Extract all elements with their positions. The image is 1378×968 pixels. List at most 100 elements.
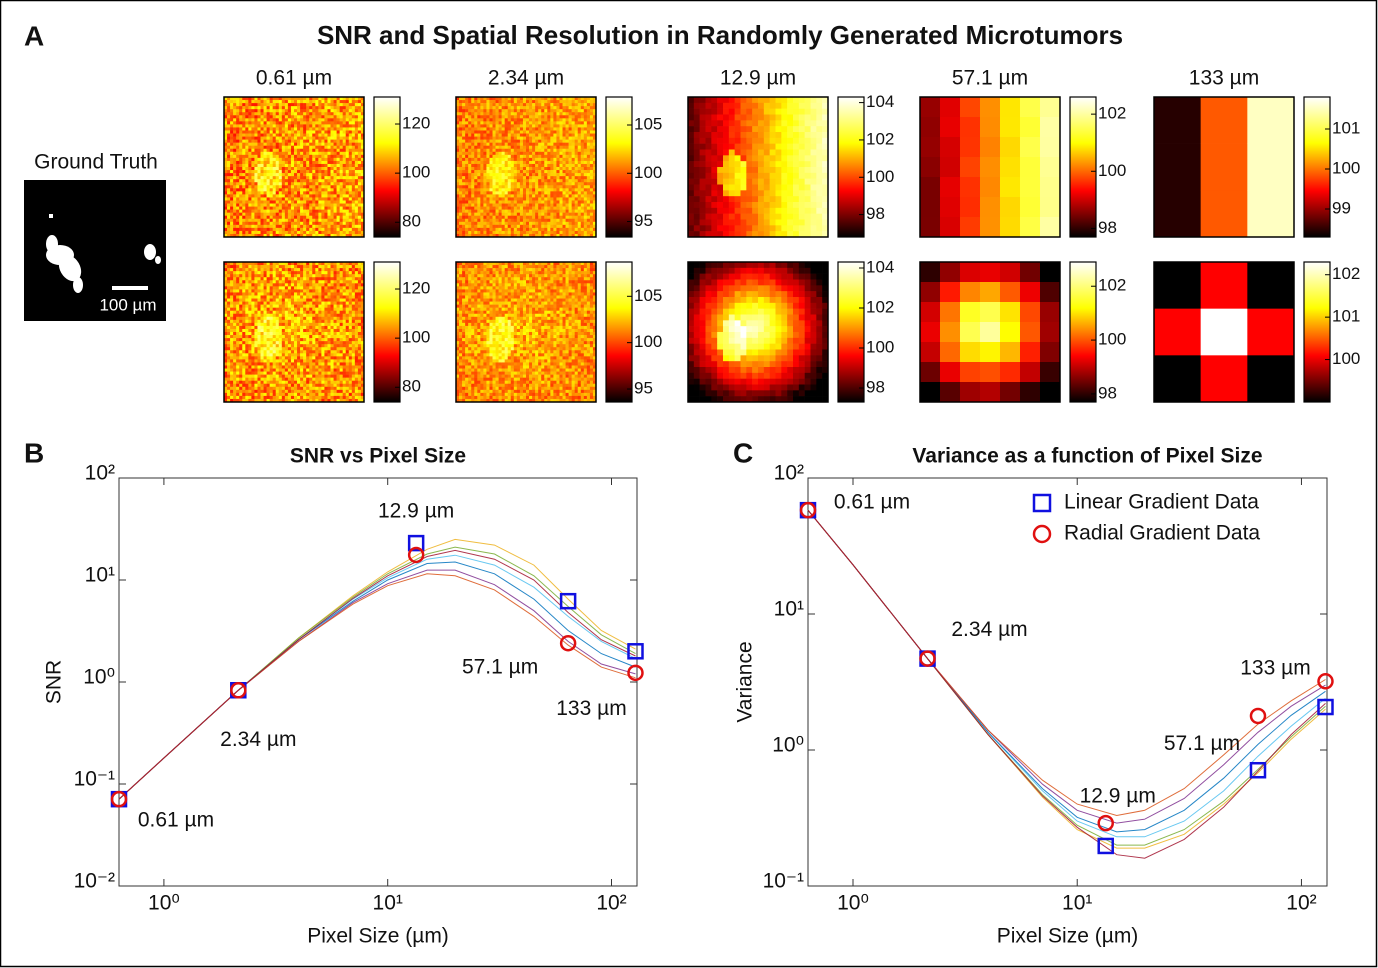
heatmap-cell: [493, 161, 496, 164]
heatmap-cell: [337, 106, 340, 109]
heatmap-cell: [486, 130, 489, 133]
heatmap-cell: [282, 207, 285, 210]
heatmap-cell: [306, 308, 309, 311]
heatmap-cell: [480, 185, 483, 188]
heatmap-cell: [496, 118, 499, 121]
heatmap-cell: [309, 292, 312, 295]
heatmap-cell: [279, 109, 282, 112]
heatmap-cell: [236, 204, 239, 207]
heatmap-cell: [264, 167, 267, 170]
heatmap-cell: [331, 143, 334, 146]
heatmap-cell: [233, 384, 236, 387]
heatmap-cell: [291, 308, 294, 311]
heatmap-cell: [315, 106, 318, 109]
heatmap-cell: [312, 305, 315, 308]
heatmap-cell: [502, 204, 505, 207]
heatmap-cell: [273, 299, 276, 302]
heatmap-cell: [230, 176, 233, 179]
heatmap-cell: [352, 274, 355, 277]
heatmap-cell: [300, 176, 303, 179]
heatmap-cell: [285, 332, 288, 335]
heatmap-cell: [270, 197, 273, 200]
heatmap-cell: [358, 137, 361, 140]
heatmap-cell: [254, 124, 257, 127]
heatmap-cell: [459, 200, 462, 203]
heatmap-cell: [285, 271, 288, 274]
heatmap-cell: [355, 393, 358, 396]
heatmap-cell: [459, 185, 462, 188]
heatmap-cell: [465, 134, 468, 137]
heatmap-cell: [312, 179, 315, 182]
heatmap-cell: [496, 103, 499, 106]
heatmap-cell: [474, 106, 477, 109]
heatmap-cell: [297, 384, 300, 387]
heatmap-cell: [267, 387, 270, 390]
heatmap-cell: [297, 112, 300, 115]
heatmap-cell: [459, 115, 462, 118]
heatmap-cell: [297, 231, 300, 234]
heatmap-cell: [358, 130, 361, 133]
heatmap-cell: [282, 130, 285, 133]
heatmap-cell: [346, 344, 349, 347]
heatmap-cell: [349, 228, 352, 231]
heatmap-cell: [303, 225, 306, 228]
heatmap-cell: [337, 197, 340, 200]
heatmap-cell: [486, 100, 489, 103]
heatmap-cell: [279, 292, 282, 295]
heatmap-cell: [251, 134, 254, 137]
heatmap-cell: [276, 387, 279, 390]
heatmap-cell: [245, 200, 248, 203]
heatmap-cell: [291, 265, 294, 268]
heatmap-cell: [264, 213, 267, 216]
heatmap-cell: [291, 277, 294, 280]
heatmap-cell: [257, 115, 260, 118]
heatmap-cell: [346, 326, 349, 329]
heatmap-cell: [242, 210, 245, 213]
heatmap-cell: [303, 308, 306, 311]
heatmap-cell: [343, 362, 346, 365]
heatmap-cell: [279, 194, 282, 197]
heatmap-cell: [251, 384, 254, 387]
heatmap-cell: [242, 216, 245, 219]
heatmap-cell: [239, 299, 242, 302]
heatmap-cell: [236, 292, 239, 295]
heatmap-cell: [294, 396, 297, 399]
heatmap-cell: [349, 350, 352, 353]
heatmap-cell: [303, 332, 306, 335]
heatmap-cell: [264, 204, 267, 207]
heatmap-cell: [318, 359, 321, 362]
heatmap-cell: [349, 213, 352, 216]
heatmap-cell: [273, 124, 276, 127]
heatmap-cell: [352, 219, 355, 222]
heatmap-cell: [346, 115, 349, 118]
heatmap-cell: [288, 341, 291, 344]
heatmap-cell: [236, 384, 239, 387]
heatmap-cell: [337, 283, 340, 286]
heatmap-cell: [355, 173, 358, 176]
heatmap-cell: [346, 112, 349, 115]
heatmap-cell: [309, 124, 312, 127]
heatmap-cell: [340, 356, 343, 359]
heatmap-cell: [318, 204, 321, 207]
heatmap-cell: [297, 372, 300, 375]
heatmap-cell: [236, 299, 239, 302]
heatmap-cell: [303, 369, 306, 372]
heatmap-cell: [337, 185, 340, 188]
heatmap-cell: [288, 268, 291, 271]
heatmap-cell: [294, 194, 297, 197]
heatmap-cell: [230, 182, 233, 185]
heatmap-cell: [273, 292, 276, 295]
heatmap-cell: [352, 320, 355, 323]
heatmap-cell: [471, 124, 474, 127]
heatmap-cell: [261, 213, 264, 216]
heatmap-cell: [334, 155, 337, 158]
heatmap-cell: [324, 384, 327, 387]
heatmap-cell: [294, 338, 297, 341]
heatmap-cell: [315, 347, 318, 350]
heatmap-cell: [279, 140, 282, 143]
heatmap-cell: [264, 280, 267, 283]
heatmap-cell: [340, 103, 343, 106]
heatmap-cell: [355, 347, 358, 350]
heatmap-cell: [474, 137, 477, 140]
heatmap-cell: [291, 292, 294, 295]
